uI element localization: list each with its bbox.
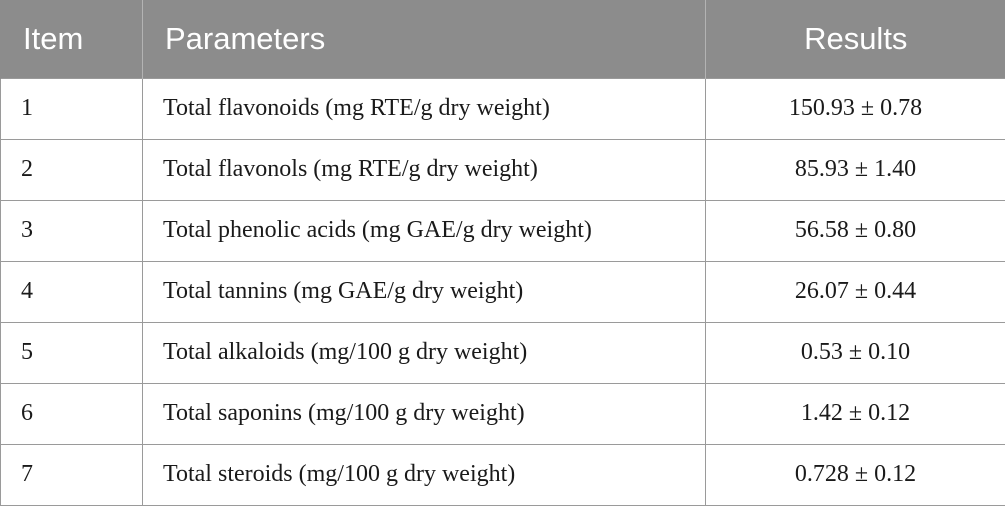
cell-result: 150.93 ± 0.78 bbox=[705, 77, 1005, 140]
table-row: 2 Total flavonols (mg RTE/g dry weight) … bbox=[0, 138, 1005, 201]
cell-result: 26.07 ± 0.44 bbox=[705, 260, 1005, 323]
cell-parameter: Total alkaloids (mg/100 g dry weight) bbox=[142, 321, 706, 384]
cell-parameter: Total flavonoids (mg RTE/g dry weight) bbox=[142, 77, 706, 140]
cell-result: 0.728 ± 0.12 bbox=[705, 443, 1005, 506]
cell-item: 2 bbox=[0, 138, 143, 201]
header-parameters: Parameters bbox=[142, 0, 706, 78]
table-row: 7 Total steroids (mg/100 g dry weight) 0… bbox=[0, 443, 1005, 506]
cell-parameter: Total phenolic acids (mg GAE/g dry weigh… bbox=[142, 199, 706, 262]
cell-result: 1.42 ± 0.12 bbox=[705, 382, 1005, 445]
table-header: Item Parameters Results bbox=[0, 0, 1005, 78]
header-results: Results bbox=[705, 0, 1005, 78]
header-row: Item Parameters Results bbox=[0, 0, 1005, 78]
table-body: 1 Total flavonoids (mg RTE/g dry weight)… bbox=[0, 77, 1005, 506]
results-table: Item Parameters Results 1 Total flavonoi… bbox=[0, 0, 1005, 506]
table-row: 6 Total saponins (mg/100 g dry weight) 1… bbox=[0, 382, 1005, 445]
cell-item: 6 bbox=[0, 382, 143, 445]
cell-parameter: Total saponins (mg/100 g dry weight) bbox=[142, 382, 706, 445]
cell-result: 0.53 ± 0.10 bbox=[705, 321, 1005, 384]
cell-parameter: Total tannins (mg GAE/g dry weight) bbox=[142, 260, 706, 323]
header-item: Item bbox=[0, 0, 143, 78]
cell-parameter: Total flavonols (mg RTE/g dry weight) bbox=[142, 138, 706, 201]
cell-item: 5 bbox=[0, 321, 143, 384]
table-row: 5 Total alkaloids (mg/100 g dry weight) … bbox=[0, 321, 1005, 384]
cell-result: 85.93 ± 1.40 bbox=[705, 138, 1005, 201]
table-row: 1 Total flavonoids (mg RTE/g dry weight)… bbox=[0, 77, 1005, 140]
table-row: 4 Total tannins (mg GAE/g dry weight) 26… bbox=[0, 260, 1005, 323]
cell-item: 7 bbox=[0, 443, 143, 506]
cell-item: 1 bbox=[0, 77, 143, 140]
cell-parameter: Total steroids (mg/100 g dry weight) bbox=[142, 443, 706, 506]
table-row: 3 Total phenolic acids (mg GAE/g dry wei… bbox=[0, 199, 1005, 262]
cell-result: 56.58 ± 0.80 bbox=[705, 199, 1005, 262]
results-table-container: Item Parameters Results 1 Total flavonoi… bbox=[0, 0, 1005, 506]
cell-item: 3 bbox=[0, 199, 143, 262]
cell-item: 4 bbox=[0, 260, 143, 323]
